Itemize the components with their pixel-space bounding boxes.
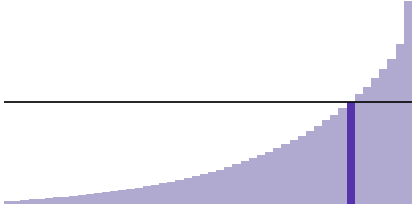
Bar	[45, 198, 53, 204]
Bar	[110, 191, 118, 204]
Bar	[53, 198, 61, 204]
Bar	[176, 180, 183, 204]
Bar	[167, 182, 176, 204]
Bar	[322, 121, 330, 204]
Bar	[151, 185, 159, 204]
Bar	[339, 109, 347, 204]
Bar	[371, 79, 379, 204]
Bar	[265, 152, 273, 204]
Bar	[126, 189, 135, 204]
Bar	[273, 148, 281, 204]
Bar	[249, 159, 257, 204]
Bar	[404, 2, 412, 204]
Bar	[192, 176, 200, 204]
Bar	[379, 70, 387, 204]
Bar	[143, 186, 151, 204]
Bar	[12, 201, 20, 204]
Bar	[347, 102, 355, 204]
Bar	[240, 162, 249, 204]
Bar	[94, 193, 102, 204]
Bar	[69, 196, 77, 204]
Bar	[102, 192, 110, 204]
Bar	[233, 165, 240, 204]
Bar	[183, 178, 192, 204]
Bar	[135, 188, 143, 204]
Bar	[314, 126, 322, 204]
Bar	[200, 174, 208, 204]
Bar	[216, 170, 224, 204]
Bar	[86, 194, 94, 204]
Bar	[257, 155, 265, 204]
Bar	[159, 183, 167, 204]
Bar	[224, 167, 233, 204]
Bar	[330, 115, 339, 204]
Bar	[118, 190, 126, 204]
Bar	[29, 199, 37, 204]
Bar	[281, 144, 290, 204]
Bar	[298, 136, 306, 204]
Bar	[290, 140, 298, 204]
Bar	[77, 195, 86, 204]
Bar	[4, 201, 12, 204]
Bar	[37, 199, 45, 204]
Bar	[355, 95, 363, 204]
Bar	[363, 87, 371, 204]
Bar	[208, 172, 216, 204]
Bar	[387, 60, 396, 204]
Bar	[61, 197, 69, 204]
Bar	[20, 200, 29, 204]
Bar	[396, 44, 404, 204]
Bar	[306, 131, 314, 204]
